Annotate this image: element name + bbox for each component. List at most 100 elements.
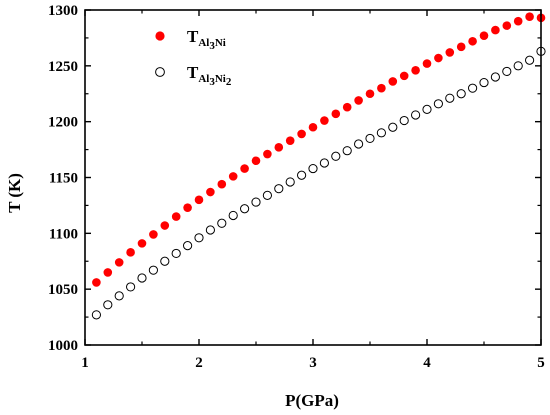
- data-point: [354, 96, 363, 105]
- data-point: [194, 195, 204, 205]
- data-point: [502, 66, 512, 77]
- data-point: [342, 102, 352, 112]
- data-point: [342, 146, 352, 156]
- data-point: [456, 42, 466, 52]
- x-tick-label: 1: [81, 355, 89, 371]
- data-point: [251, 197, 261, 207]
- legend-label: TAl3Ni: [187, 27, 226, 52]
- data-point: [399, 71, 409, 81]
- legend-label-main: T: [187, 27, 199, 46]
- data-point: [490, 72, 500, 82]
- data-point: [160, 221, 170, 230]
- series-layer: [91, 12, 546, 320]
- legend-label-subscript: 3: [209, 76, 215, 88]
- legend-marker-open: [155, 67, 165, 77]
- data-point: [114, 258, 124, 267]
- data-point: [479, 77, 489, 88]
- y-tick-label: 1300: [48, 3, 78, 19]
- data-point: [525, 55, 535, 65]
- data-point: [91, 310, 102, 320]
- data-point: [399, 115, 409, 126]
- y-tick-label: 1250: [48, 59, 78, 75]
- data-point: [331, 109, 341, 119]
- data-point: [365, 89, 375, 99]
- x-tick-label: 5: [537, 355, 545, 371]
- plot-frame: [84, 9, 542, 346]
- data-point: [114, 291, 124, 301]
- y-axis-label: T (K): [5, 173, 24, 213]
- legend-label-subscript: Al: [198, 73, 209, 85]
- data-point: [103, 300, 113, 310]
- data-point: [297, 170, 307, 180]
- data-point: [297, 129, 306, 139]
- legend-label-subscript: 2: [226, 76, 232, 88]
- data-point: [262, 190, 272, 200]
- data-point: [411, 66, 420, 75]
- data-point: [126, 282, 136, 292]
- data-point: [92, 278, 101, 287]
- data-point: [354, 139, 364, 149]
- data-point: [411, 110, 421, 120]
- data-point: [148, 265, 158, 275]
- data-point: [206, 187, 215, 197]
- data-point: [274, 184, 284, 194]
- data-point: [126, 248, 135, 257]
- data-point: [434, 53, 443, 63]
- legend-label: TAl3Ni2: [187, 63, 232, 88]
- data-point: [331, 151, 341, 161]
- data-point: [171, 248, 181, 259]
- data-point: [468, 83, 478, 93]
- data-point: [149, 230, 158, 239]
- data-point: [319, 158, 329, 168]
- data-point: [445, 48, 455, 57]
- data-point: [388, 122, 398, 132]
- y-tick-label: 1150: [49, 171, 78, 187]
- data-point: [183, 203, 192, 212]
- data-point: [365, 133, 375, 144]
- legend-label-subscript: Al: [198, 37, 209, 49]
- data-point: [228, 172, 238, 181]
- data-point: [479, 31, 489, 40]
- data-point: [285, 177, 295, 187]
- data-point: [263, 149, 272, 159]
- legend-label-subscript: Ni: [215, 73, 226, 85]
- y-tick-label: 1050: [48, 282, 78, 298]
- data-point: [240, 164, 249, 173]
- series-1: [92, 12, 546, 287]
- y-tick-label: 1100: [49, 226, 78, 242]
- x-tick-label: 3: [309, 355, 317, 371]
- data-point: [217, 218, 227, 228]
- data-point: [513, 61, 523, 71]
- data-point: [320, 116, 329, 125]
- data-point: [468, 36, 477, 46]
- legend-label-subscript: Ni: [215, 37, 226, 49]
- data-point: [376, 128, 386, 138]
- data-point: [194, 233, 204, 243]
- data-point: [308, 122, 318, 132]
- data-point: [285, 136, 295, 145]
- data-point: [422, 104, 432, 114]
- data-point: [103, 268, 113, 277]
- data-point: [137, 239, 147, 248]
- data-point: [217, 179, 227, 189]
- data-point: [445, 93, 455, 103]
- legend-label-main: T: [187, 63, 199, 82]
- data-point: [183, 241, 193, 251]
- x-tick-label: 4: [423, 355, 431, 371]
- data-point: [308, 163, 318, 174]
- y-tick-label: 1200: [48, 115, 78, 131]
- data-point: [171, 212, 181, 221]
- data-point: [205, 225, 215, 235]
- data-point: [513, 16, 523, 26]
- data-point: [160, 256, 170, 266]
- data-point: [456, 89, 466, 99]
- y-tick-label: 1000: [48, 338, 78, 354]
- data-point: [274, 143, 284, 152]
- data-point: [377, 83, 386, 93]
- legend-label-subscript: 3: [209, 40, 215, 52]
- data-point: [388, 77, 398, 86]
- data-point: [251, 156, 261, 166]
- data-point: [433, 99, 443, 109]
